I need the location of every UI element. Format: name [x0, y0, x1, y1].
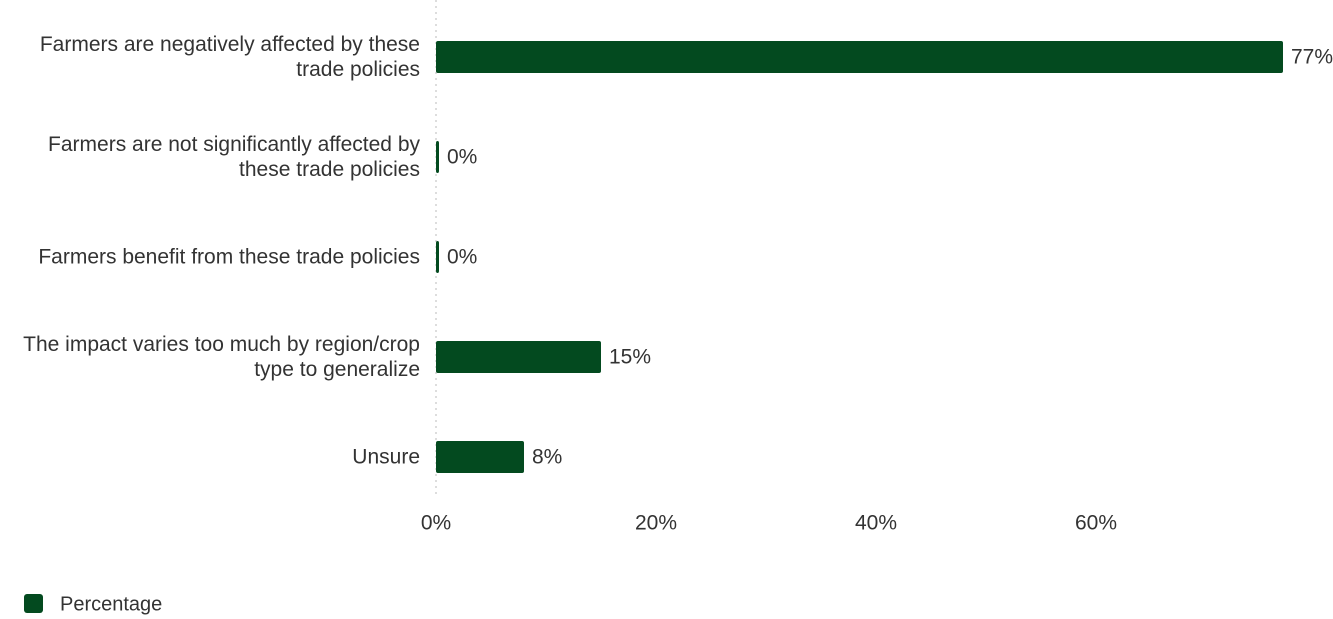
y-tick-label: Unsure: [352, 445, 420, 469]
legend-swatch: [24, 594, 43, 613]
x-tick-label: 60%: [1075, 512, 1117, 535]
bar: [436, 241, 439, 273]
bar: [436, 441, 524, 473]
bar: [436, 141, 439, 173]
x-tick-label: 0%: [421, 512, 451, 535]
y-tick-label: Farmers are not significantly affected b…: [48, 133, 420, 181]
y-tick-label: Farmers benefit from these trade policie…: [38, 245, 420, 269]
bar: [436, 41, 1283, 73]
y-tick-label: Farmers are negatively affected by these…: [39, 33, 420, 81]
legend-label: Percentage: [60, 593, 162, 615]
value-label: 0%: [447, 246, 477, 269]
value-label: 0%: [447, 146, 477, 169]
value-label: 15%: [609, 346, 651, 369]
value-label: 8%: [532, 446, 562, 469]
x-tick-label: 40%: [855, 512, 897, 535]
x-tick-label: 20%: [635, 512, 677, 535]
bar: [436, 341, 601, 373]
value-label: 77%: [1291, 46, 1333, 69]
y-tick-label: The impact varies too much by region/cro…: [23, 333, 420, 381]
